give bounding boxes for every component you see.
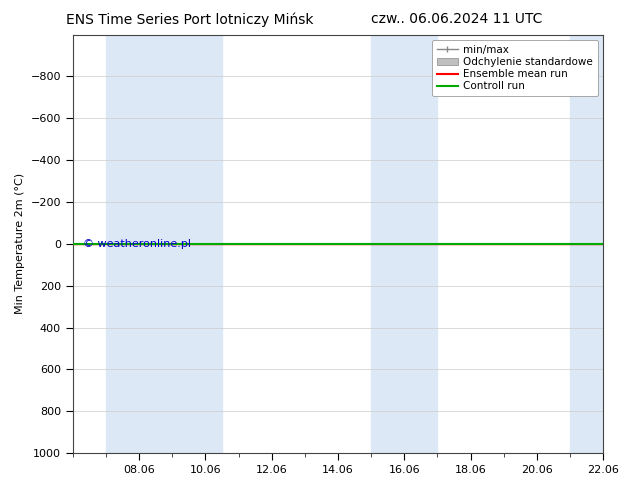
Bar	[106, 35, 156, 453]
Bar	[371, 35, 437, 453]
Text: © weatheronline.pl: © weatheronline.pl	[84, 239, 191, 249]
Legend: min/max, Odchylenie standardowe, Ensemble mean run, Controll run: min/max, Odchylenie standardowe, Ensembl…	[432, 40, 598, 97]
Bar	[570, 35, 603, 453]
Text: czw.. 06.06.2024 11 UTC: czw.. 06.06.2024 11 UTC	[371, 12, 542, 26]
Text: ENS Time Series Port lotniczy Mińsk: ENS Time Series Port lotniczy Mińsk	[67, 12, 314, 27]
Y-axis label: Min Temperature 2m (°C): Min Temperature 2m (°C)	[15, 173, 25, 315]
Bar	[156, 35, 222, 453]
